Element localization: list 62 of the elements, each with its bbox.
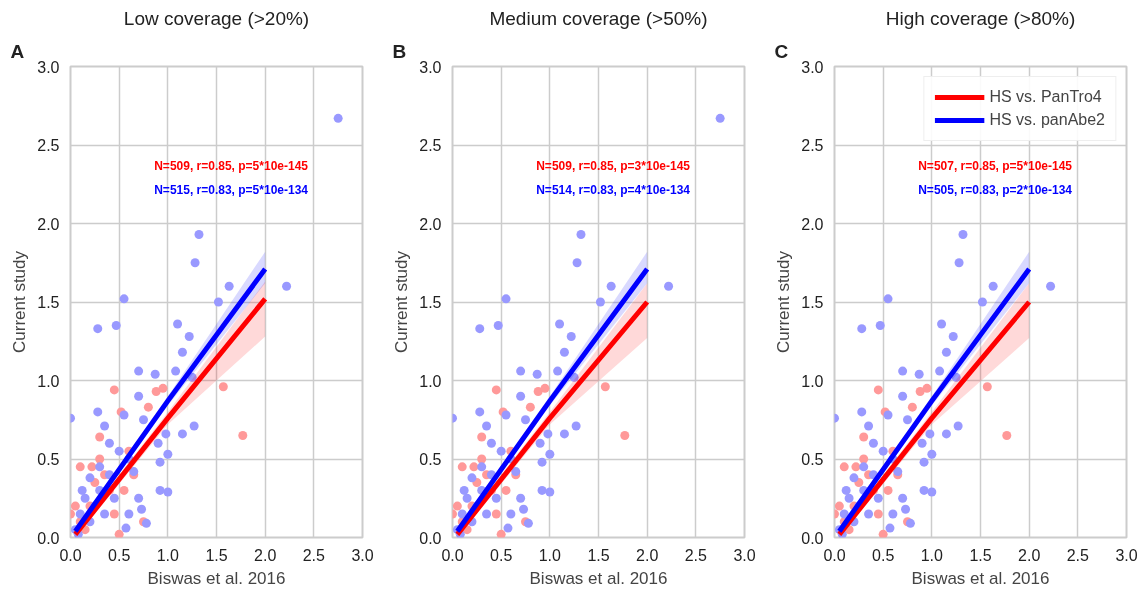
x-tick-label: 2.5 (684, 546, 708, 564)
x-tick-label: 0.0 (823, 546, 846, 564)
y-tick-label: 3.0 (37, 58, 60, 76)
legend-label: HS vs. PanTro4 (989, 88, 1102, 106)
y-tick-label: 3.0 (419, 58, 442, 76)
annotation: N=509, r=0.85, p=3*10e-145 (536, 159, 691, 174)
x-tick-label: 0.5 (108, 546, 131, 564)
x-tick-label: 1.5 (969, 546, 992, 564)
x-axis-title: Biswas et al. 2016 (529, 568, 668, 588)
x-tick-label: 1.0 (920, 546, 944, 564)
x-tick-label: 2.5 (302, 546, 326, 564)
x-tick-label: 0.5 (490, 546, 513, 564)
y-tick-label: 1.5 (419, 294, 442, 311)
x-tick-label: 3.0 (733, 546, 756, 564)
y-tick-label: 1.0 (801, 372, 824, 390)
y-tick-label: 2.5 (37, 137, 60, 154)
y-tick-label: 1.5 (801, 294, 824, 311)
x-tick-label: 1.5 (205, 546, 228, 564)
y-tick-label: 0.0 (801, 529, 824, 547)
y-tick-label: 0.5 (419, 451, 442, 468)
text: A (10, 40, 25, 62)
y-axis-title: Current study (392, 250, 412, 354)
x-tick-label: 0.0 (441, 546, 464, 564)
y-tick-label: 3.0 (801, 58, 824, 76)
text: C (774, 40, 789, 62)
y-tick-label: 2.0 (419, 215, 442, 233)
x-tick-label: 2.5 (1066, 546, 1090, 564)
chart-title: High coverage (>80%) (885, 7, 1076, 29)
annotation: N=507, r=0.85, p=5*10e-145 (918, 159, 1073, 174)
chart-title: Medium coverage (>50%) (489, 7, 708, 29)
y-tick-label: 0.5 (37, 451, 60, 468)
y-tick-label: 2.0 (801, 215, 824, 233)
annotation: N=514, r=0.83, p=4*10e-134 (536, 182, 691, 197)
x-axis-title: Biswas et al. 2016 (147, 568, 286, 588)
y-tick-label: 0.5 (801, 451, 824, 468)
y-tick-label: 2.5 (419, 137, 442, 154)
y-tick-label: 2.5 (801, 137, 824, 154)
x-tick-label: 1.0 (156, 546, 180, 564)
annotation: N=505, r=0.83, p=2*10e-134 (918, 182, 1073, 197)
x-tick-label: 2.0 (1018, 546, 1041, 564)
y-tick-label: 2.0 (37, 215, 60, 233)
text: B (392, 40, 407, 62)
y-tick-label: 1.0 (37, 372, 60, 390)
chart-title: Low coverage (>20%) (123, 7, 310, 29)
x-tick-label: 2.0 (254, 546, 277, 564)
x-tick-label: 1.5 (587, 546, 610, 564)
x-tick-label: 0.0 (59, 546, 82, 564)
y-tick-label: 0.0 (37, 529, 60, 547)
x-axis-title: Biswas et al. 2016 (911, 568, 1050, 588)
annotation: N=515, r=0.83, p=5*10e-134 (154, 182, 309, 197)
x-tick-label: 2.0 (636, 546, 659, 564)
y-tick-label: 1.0 (419, 372, 442, 390)
annotation: N=509, r=0.85, p=5*10e-145 (154, 159, 309, 174)
x-tick-label: 0.5 (872, 546, 895, 564)
y-tick-label: 0.0 (419, 529, 442, 547)
legend-label: HS vs. panAbe2 (989, 111, 1105, 129)
x-tick-label: 3.0 (1115, 546, 1138, 564)
x-tick-label: 1.0 (538, 546, 562, 564)
y-axis-title: Current study (10, 250, 30, 354)
x-tick-label: 3.0 (351, 546, 374, 564)
y-tick-label: 1.5 (37, 294, 60, 311)
y-axis-title: Current study (774, 250, 794, 354)
